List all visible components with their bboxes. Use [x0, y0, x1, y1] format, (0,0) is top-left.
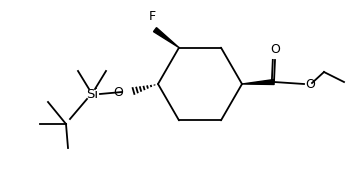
Text: O: O [270, 43, 280, 56]
Polygon shape [242, 79, 274, 84]
Text: F: F [148, 10, 155, 23]
Text: Si: Si [86, 88, 98, 100]
Text: O: O [113, 85, 123, 99]
Polygon shape [154, 28, 179, 48]
Text: O: O [305, 78, 315, 90]
